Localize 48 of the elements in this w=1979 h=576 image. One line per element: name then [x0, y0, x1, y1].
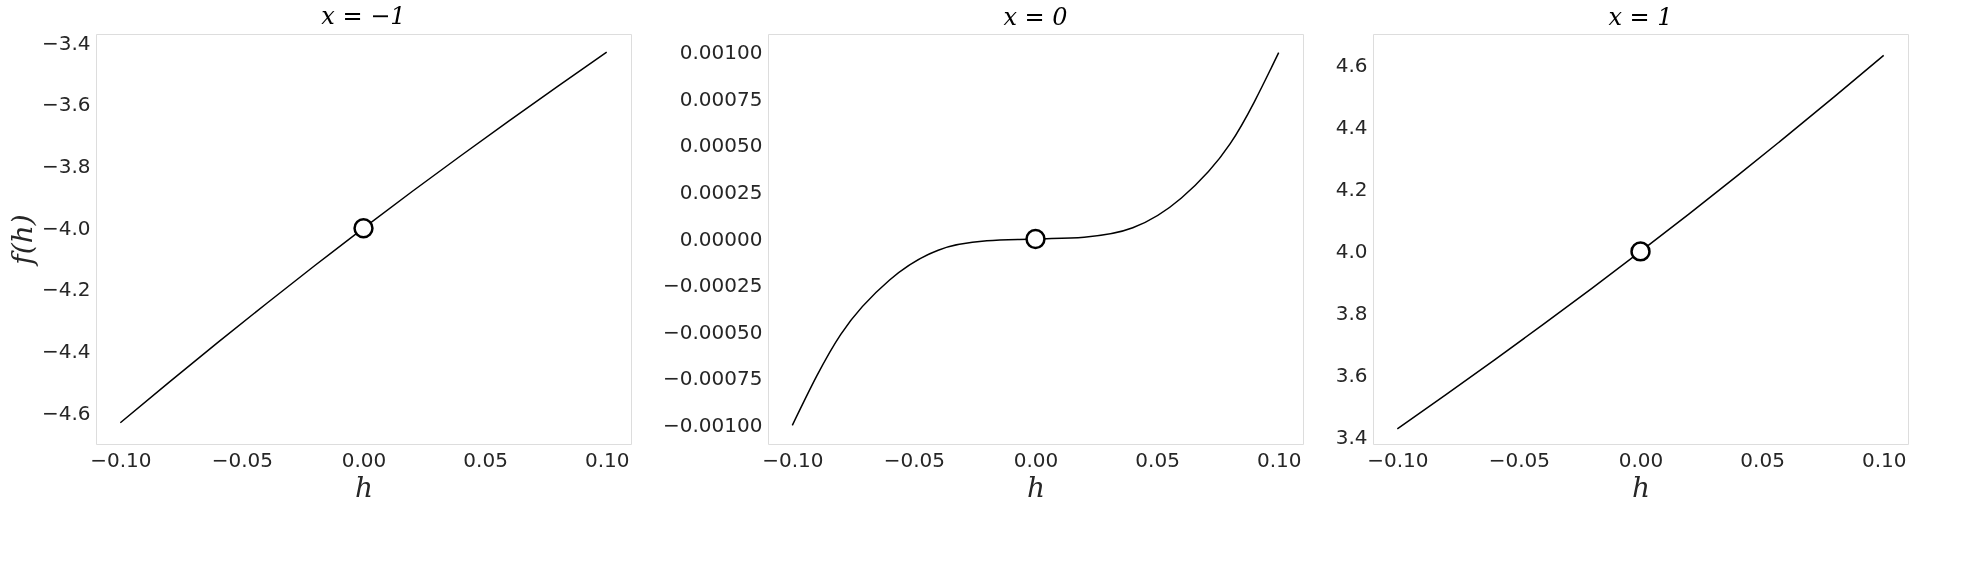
x-axis-title: h: [1026, 470, 1046, 504]
y-tick-label: 3.4: [1335, 425, 1368, 450]
y-tick-label: −0.00075: [663, 366, 763, 391]
x-tick-label: 0.00: [1013, 447, 1059, 472]
x-tick-label: −0.05: [883, 447, 946, 472]
y-tick-label: −4.4: [41, 339, 91, 364]
y-tick-label: −0.00100: [663, 412, 763, 437]
line-series: [791, 51, 1280, 427]
y-axis-title: f(h): [5, 214, 39, 267]
y-tick-label: −3.8: [41, 154, 91, 179]
y-tick-label: −4.0: [41, 215, 91, 240]
y-tick-label: −3.6: [41, 92, 91, 117]
line-series: [119, 51, 608, 424]
x-tick-label: 0.05: [1740, 447, 1785, 472]
y-tick-label: −0.00025: [663, 273, 763, 298]
y-tick-label: 4.0: [1335, 238, 1368, 263]
y-tick-label: 0.00050: [679, 133, 763, 158]
x-tick-label: 0.10: [1256, 447, 1302, 472]
y-tick-label: 4.4: [1335, 114, 1368, 139]
y-tick-label: 0.00075: [679, 86, 763, 111]
chart-title: x = 1: [1608, 3, 1673, 31]
y-tick-label: −0.00050: [663, 319, 763, 344]
y-tick-label: 3.6: [1335, 363, 1368, 388]
y-tick-label: 3.8: [1335, 301, 1368, 326]
y-tick-label: 4.6: [1335, 52, 1368, 77]
y-tick-label: −4.2: [41, 277, 91, 302]
x-axis-title: h: [1631, 470, 1651, 504]
x-tick-label: −0.10: [90, 447, 152, 472]
x-tick-label: −0.05: [211, 447, 274, 472]
x-tick-label: 0.10: [584, 447, 630, 472]
line-series: [1396, 54, 1885, 430]
x-tick-label: 0.05: [463, 447, 508, 472]
x-tick-label: 0.05: [1135, 447, 1180, 472]
x-tick-label: −0.05: [1488, 447, 1551, 472]
y-tick-label: −3.4: [41, 30, 91, 55]
x-tick-label: 0.00: [341, 447, 387, 472]
chart-title: x = −1: [321, 2, 406, 31]
y-tick-label: 0.00025: [679, 179, 763, 204]
chart-title: x = 0: [1003, 3, 1068, 31]
y-tick-label: 4.2: [1335, 176, 1368, 201]
x-tick-label: 0.00: [1618, 447, 1664, 472]
y-tick-label: 0.00000: [679, 226, 763, 251]
y-tick-label: 0.00100: [679, 40, 763, 65]
x-tick-label: −0.10: [762, 447, 824, 472]
x-axis-title: h: [354, 470, 374, 504]
y-tick-label: −4.6: [41, 400, 91, 425]
x-tick-label: −0.10: [1367, 447, 1429, 472]
x-tick-label: 0.10: [1861, 447, 1907, 472]
